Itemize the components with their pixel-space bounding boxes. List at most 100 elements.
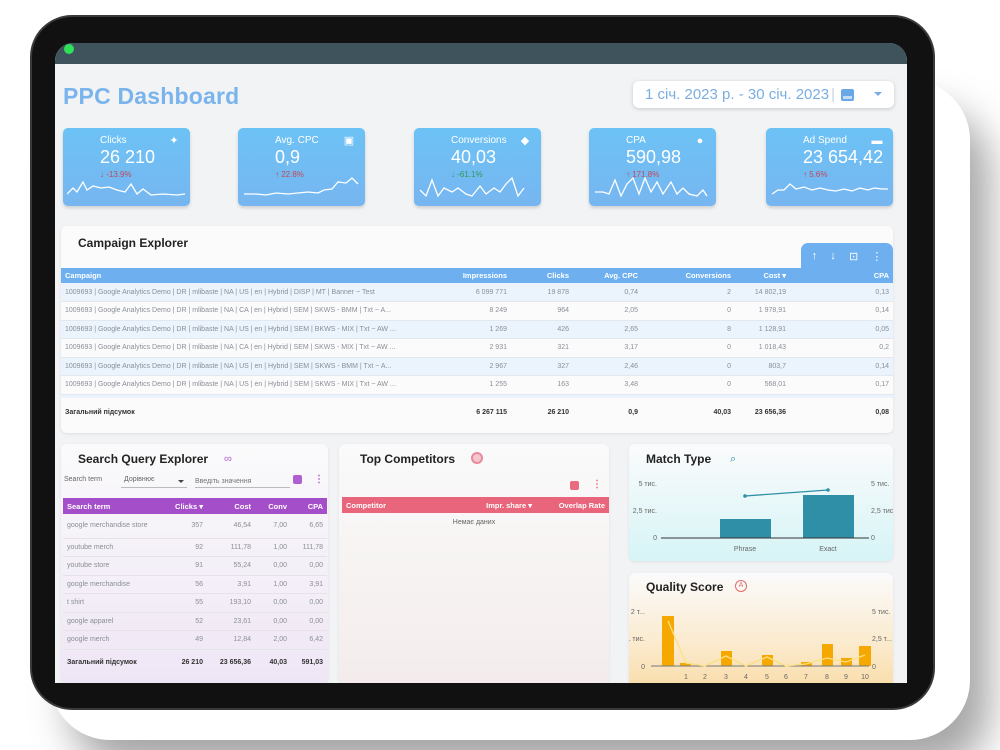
column-header-conv[interactable]: Conv bbox=[255, 498, 291, 514]
svg-text:1: 1 bbox=[684, 674, 688, 681]
cell-clicks: 56 bbox=[163, 575, 207, 594]
column-header-overlap-rate[interactable]: Overlap Rate bbox=[536, 497, 609, 513]
cell-search-term: youtube store bbox=[63, 556, 163, 576]
cell-cost: 803,7 bbox=[735, 357, 790, 376]
cell-conv: 1,00 bbox=[255, 575, 291, 594]
cell-clicks: 964 bbox=[511, 301, 573, 321]
cell-cpa: 0,14 bbox=[790, 301, 893, 321]
more-options-button[interactable]: ⋮ bbox=[314, 474, 324, 485]
table-row[interactable]: 1009693 | Google Analytics Demo | DR | m… bbox=[61, 283, 893, 302]
total-clicks: 26 210 bbox=[181, 658, 203, 666]
column-header-impressions[interactable]: Impressions bbox=[441, 268, 511, 283]
kpi-card-ad-spend: Ad Spend 23 654,42 ↑ 5.6% ▬ bbox=[766, 128, 893, 206]
column-header-avg-cpc[interactable]: Avg. CPC bbox=[573, 268, 642, 283]
svg-text:2 т...: 2 т... bbox=[631, 609, 645, 616]
cell-clicks: 55 bbox=[163, 593, 207, 613]
table-row[interactable]: t shirt 55 193,10 0,00 0,00 bbox=[63, 593, 327, 613]
total-impressions: 6 267 115 bbox=[441, 398, 511, 426]
column-header-campaign[interactable]: Campaign bbox=[61, 268, 441, 283]
kpi-card-conversions: Conversions 40,03 ↓ -61.1% ◆ bbox=[414, 128, 541, 206]
bar-exact bbox=[803, 495, 854, 538]
column-header-search-term[interactable]: Search term bbox=[63, 498, 163, 514]
search-filter: Search term Дорівнює ⋮ bbox=[64, 474, 326, 489]
total-conversions: 40,03 bbox=[642, 398, 735, 426]
total-conv: 40,03 bbox=[269, 658, 287, 666]
table-row[interactable]: youtube store 91 55,24 0,00 0,00 bbox=[63, 556, 327, 576]
cell-search-term: google merchandise store bbox=[63, 514, 163, 539]
table-row[interactable]: google apparel 52 23,61 0,00 0,00 bbox=[63, 612, 327, 631]
total-label: Загальний підсумок bbox=[67, 658, 137, 666]
cell-campaign: 1009693 | Google Analytics Demo | DR | m… bbox=[61, 357, 441, 376]
chevron-down-icon[interactable] bbox=[874, 92, 882, 96]
cell-cost: 1 018,43 bbox=[735, 338, 790, 358]
table-row[interactable]: google merch 49 12,84 2,00 6,42 bbox=[63, 630, 327, 650]
cell-impressions: 1 255 bbox=[441, 375, 511, 395]
svg-text:0: 0 bbox=[872, 664, 876, 671]
table-row[interactable]: youtube merch 92 111,78 1,00 111,78 bbox=[63, 538, 327, 557]
table-row[interactable]: 1009693 | Google Analytics Demo | DR | m… bbox=[61, 320, 893, 339]
cell-cost: 568,01 bbox=[735, 375, 790, 395]
search-query-table: Search term Clicks ▾ Cost Conv CPA googl… bbox=[63, 498, 327, 675]
date-range-text: 1 січ. 2023 р. - 30 січ. 2023 bbox=[645, 86, 830, 103]
cell-search-term: google merchandise bbox=[63, 575, 163, 594]
table-row[interactable]: 1009693 | Google Analytics Demo | DR | m… bbox=[61, 357, 893, 376]
svg-text:5: 5 bbox=[765, 674, 769, 681]
cell-conversions: 0 bbox=[642, 338, 735, 358]
kpi-label: Conversions bbox=[451, 135, 507, 146]
cell-cost: 1 978,91 bbox=[735, 301, 790, 321]
match-type-chart: 5 тис. 2,5 тис. 0 5 тис. 2,5 тис. 0 Phra… bbox=[633, 481, 893, 553]
svg-text:5 тис.: 5 тис. bbox=[871, 481, 889, 488]
cell-campaign: 1009693 | Google Analytics Demo | DR | m… bbox=[61, 320, 441, 339]
sort-ascending-button[interactable]: ↑ bbox=[811, 250, 818, 262]
column-header-impr-share[interactable]: Impr. share ▾ bbox=[462, 497, 536, 513]
cell-avg-cpc: 0,74 bbox=[573, 283, 642, 302]
table-row[interactable]: 1009693 | Google Analytics Demo | DR | m… bbox=[61, 338, 893, 358]
export-chart-button[interactable]: ⊡ bbox=[848, 250, 859, 263]
filter-operator-select[interactable]: Дорівнює bbox=[121, 475, 187, 488]
kpi-card-avg-cpc: Avg. CPC 0,9 ↑ 22.8% ▣ bbox=[238, 128, 365, 206]
svg-text:2,5 тис.: 2,5 тис. bbox=[633, 508, 657, 515]
kpi-label: Ad Spend bbox=[803, 135, 847, 146]
cell-conversions: 2 bbox=[642, 283, 735, 302]
cell-cost: 14 802,19 bbox=[735, 283, 790, 302]
column-header-cpa[interactable]: CPA bbox=[291, 498, 327, 514]
cell-cpa: 0,17 bbox=[790, 375, 893, 395]
sort-descending-button[interactable]: ↓ bbox=[830, 250, 836, 262]
cursor-click-icon: ✦ bbox=[169, 135, 179, 147]
cell-cpa: 111,78 bbox=[291, 538, 327, 557]
column-header-cpa[interactable]: CPA bbox=[790, 268, 893, 283]
date-range-picker[interactable]: 1 січ. 2023 р. - 30 січ. 2023 | bbox=[633, 81, 894, 108]
cell-cpa: 0,00 bbox=[291, 612, 327, 631]
export-chart-icon[interactable] bbox=[570, 481, 579, 490]
table-row[interactable]: google merchandise 56 3,91 1,00 3,91 bbox=[63, 575, 327, 594]
more-options-button[interactable]: ⋮ bbox=[592, 479, 602, 490]
column-header-cost[interactable]: Cost ▾ bbox=[735, 268, 790, 283]
cell-cpa: 0,2 bbox=[790, 338, 893, 358]
cell-impressions: 8 249 bbox=[441, 301, 511, 321]
table-row[interactable]: 1009693 | Google Analytics Demo | DR | m… bbox=[61, 301, 893, 321]
table-row[interactable]: google merchandise store 357 46,54 7,00 … bbox=[63, 514, 327, 539]
cell-cpa: 0,00 bbox=[291, 556, 327, 576]
column-header-conversions[interactable]: Conversions bbox=[642, 268, 735, 283]
column-header-clicks[interactable]: Clicks bbox=[511, 268, 573, 283]
export-chart-icon[interactable] bbox=[293, 475, 302, 484]
table-row[interactable]: 1009693 | Google Analytics Demo | DR | m… bbox=[61, 375, 893, 395]
kpi-card-clicks: Clicks 26 210 ↓ -13.9% ✦ bbox=[63, 128, 190, 206]
filter-value-input[interactable] bbox=[195, 475, 290, 488]
competitors-table: Competitor Impr. share ▾ Overlap Rate bbox=[342, 497, 609, 513]
cell-conv: 0,00 bbox=[255, 593, 291, 613]
column-header-clicks[interactable]: Clicks ▾ bbox=[163, 498, 207, 514]
dashboard: PPC Dashboard 1 січ. 2023 р. - 30 січ. 2… bbox=[55, 64, 907, 683]
sparkline-ad-spend bbox=[771, 183, 888, 195]
cell-search-term: google merch bbox=[63, 630, 163, 650]
table-row-clipped bbox=[61, 394, 893, 398]
more-options-button[interactable]: ⋮ bbox=[871, 250, 883, 263]
cell-conv: 0,00 bbox=[255, 556, 291, 576]
search-query-title: Search Query Explorer bbox=[78, 452, 209, 466]
column-header-competitor[interactable]: Competitor bbox=[342, 497, 462, 513]
cell-campaign: 1009693 | Google Analytics Demo | DR | m… bbox=[61, 338, 441, 358]
svg-text:9: 9 bbox=[844, 674, 848, 681]
svg-text:2: 2 bbox=[703, 674, 707, 681]
cell-impressions: 1 269 bbox=[441, 320, 511, 339]
column-header-cost[interactable]: Cost bbox=[207, 498, 255, 514]
